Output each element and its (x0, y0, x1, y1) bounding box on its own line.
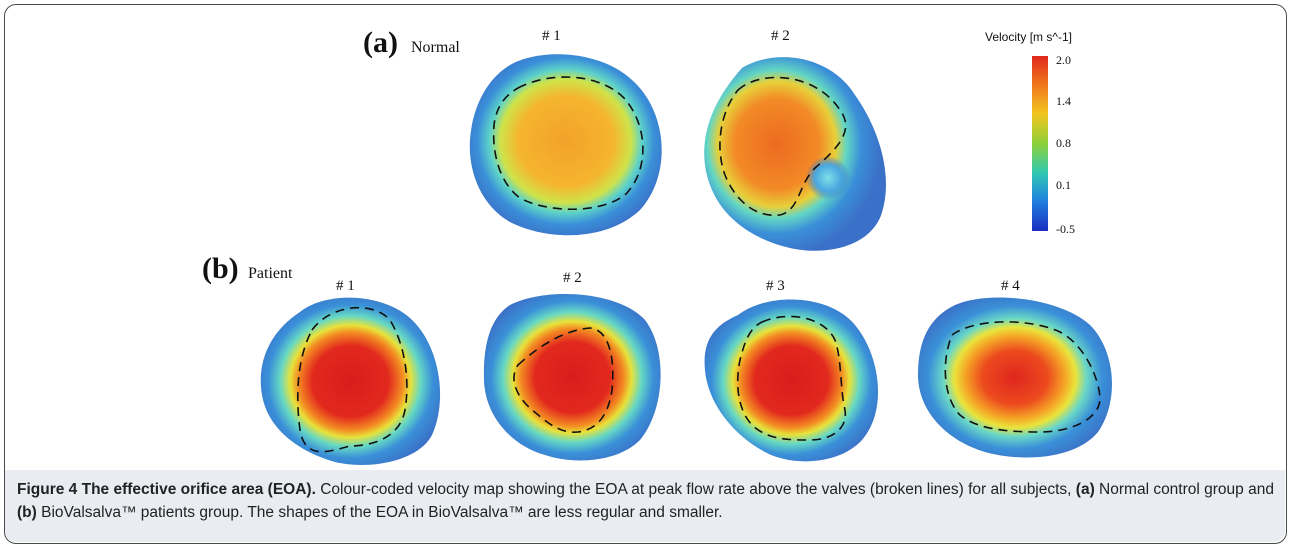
figure-image: (a) Normal # 1 # 2 Velocity [m s^-1] 2.0… (202, 26, 1112, 465)
caption-text-3: BioValsalva™ patients group. The shapes … (36, 504, 723, 521)
figure-frame (4, 4, 1287, 544)
velocity-map-patient-2 (483, 293, 661, 461)
panel-b-subject-1-label: # 1 (336, 278, 355, 294)
panel-b-subject-4-label: # 4 (1001, 278, 1020, 294)
panel-a-group-label: Normal (411, 39, 460, 56)
velocity-map-normal-1 (469, 54, 662, 236)
colorbar-tick-neg-0-5: -0.5 (1056, 222, 1075, 236)
caption-text-2: Normal control group and (1094, 481, 1274, 498)
caption-band (5, 470, 1285, 542)
colorbar-tick-0-1: 0.1 (1056, 178, 1071, 192)
velocity-map-patient-1 (260, 297, 441, 465)
velocity-map-normal-2 (704, 57, 886, 251)
caption-text-1: Colour-coded velocity map showing the EO… (315, 481, 1076, 498)
panel-a-subject-1-label: # 1 (542, 28, 561, 44)
caption-figure-label: Figure 4 The effective orifice area (EOA… (17, 481, 316, 498)
panel-b-subject-2-label: # 2 (563, 270, 582, 286)
figure-caption: Figure 4 The effective orifice area (EOA… (17, 478, 1277, 524)
colorbar-tick-2-0: 2.0 (1056, 53, 1071, 67)
panel-a-letter: (a) (363, 26, 398, 59)
velocity-colorbar: Velocity [m s^-1] 2.0 1.4 0.8 0.1 -0.5 (985, 30, 1075, 236)
colorbar-tick-1-4: 1.4 (1056, 94, 1071, 108)
panel-b-group-label: Patient (248, 265, 293, 282)
velocity-map-patient-3 (704, 299, 879, 462)
colorbar-title: Velocity [m s^-1] (985, 30, 1072, 44)
caption-a-ref: (a) (1075, 481, 1095, 498)
caption-b-ref: (b) (17, 504, 37, 521)
velocity-map-patient-4 (918, 297, 1112, 458)
panel-a-subject-2-label: # 2 (771, 28, 790, 44)
panel-b-subject-3-label: # 3 (766, 278, 785, 294)
panel-b-letter: (b) (202, 252, 239, 285)
colorbar-tick-0-8: 0.8 (1056, 136, 1071, 150)
